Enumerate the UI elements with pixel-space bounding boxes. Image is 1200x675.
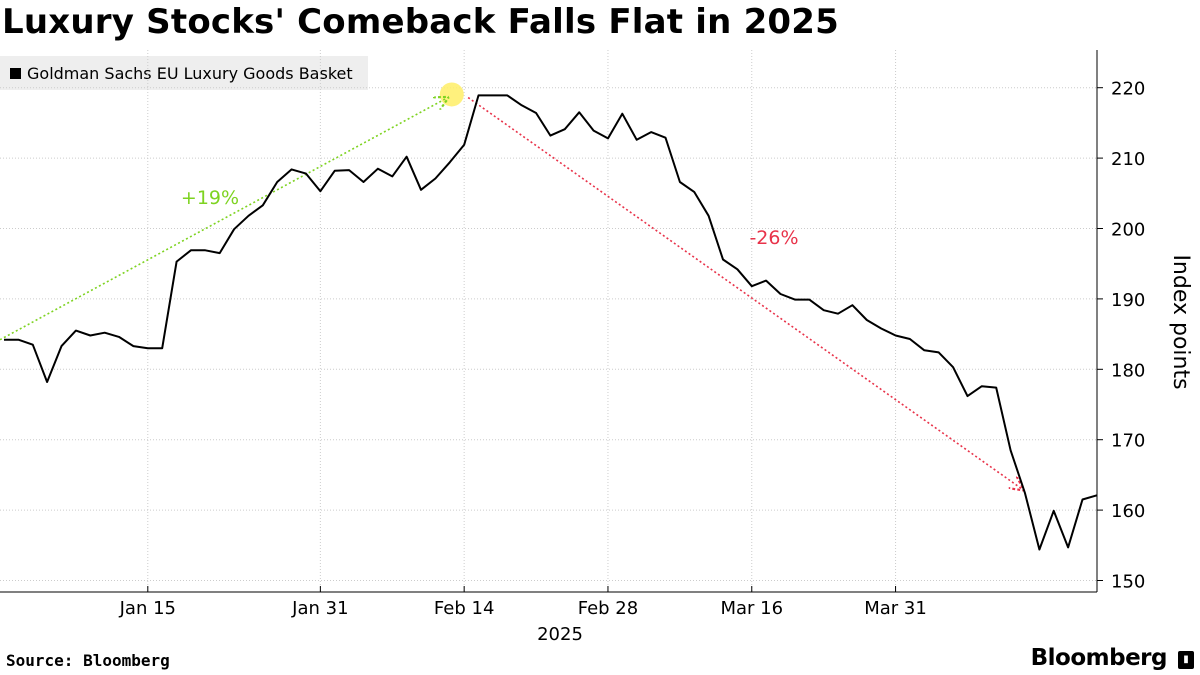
x-tick-label: Jan 31 — [291, 598, 348, 619]
y-tick-label: 150 — [1111, 572, 1145, 593]
source-note: Source: Bloomberg — [6, 651, 170, 670]
legend-swatch — [10, 67, 21, 79]
series-line-0 — [4, 94, 1098, 551]
x-tick-label: Feb 28 — [578, 598, 639, 619]
annotation-label-2: -26% — [749, 227, 798, 249]
annotation-arrow-1 — [0, 98, 448, 341]
x-tick-label: Mar 31 — [864, 598, 927, 619]
annotation-arrow-2 — [467, 96, 1023, 490]
x-tick-label: Jan 15 — [119, 598, 176, 619]
brand-logo: Bloomberg — [1030, 645, 1168, 671]
x-tick-label: Feb 14 — [434, 598, 495, 619]
y-tick-label: 220 — [1111, 79, 1145, 100]
y-axis-label: Index points — [1168, 254, 1193, 389]
legend-label: Goldman Sachs EU Luxury Goods Basket — [27, 63, 353, 83]
y-tick-label: 170 — [1111, 431, 1145, 452]
y-tick-label: 200 — [1111, 220, 1145, 241]
y-tick-label: 180 — [1111, 360, 1145, 381]
y-tick-label: 160 — [1111, 501, 1145, 522]
y-tick-label: 210 — [1111, 149, 1145, 170]
page-title: Luxury Stocks' Comeback Falls Flat in 20… — [2, 2, 840, 42]
x-tick-label: Mar 16 — [720, 598, 783, 619]
x-axis-year-label: 2025 — [537, 624, 583, 645]
chart-icon: ▮ — [1178, 651, 1194, 669]
peak-highlight-marker — [439, 82, 464, 107]
annotation-label-1: +19% — [181, 187, 239, 209]
legend: Goldman Sachs EU Luxury Goods Basket — [0, 56, 368, 90]
y-tick-label: 190 — [1111, 290, 1145, 311]
